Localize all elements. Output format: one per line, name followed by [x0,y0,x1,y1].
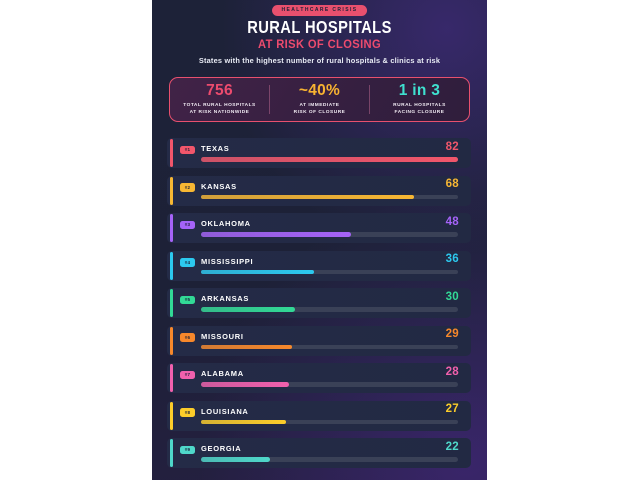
bar-track [201,232,458,237]
state-label: LOUISIANA [201,406,249,416]
stat-item: ~40% AT IMMEDIATE RISK OF CLOSURE [270,78,369,121]
stat-label-line1: RURAL HOSPITALS [393,102,446,108]
row-accent-bar [169,214,173,242]
bar-track [201,269,458,274]
rank-badge: #5 [180,295,195,304]
row-accent-bar [169,439,173,467]
stat-divider [369,85,370,114]
rank-badge: #4 [180,258,195,267]
state-value: 27 [445,403,459,415]
page-description: States with the highest number of rural … [198,56,441,65]
stat-item: 756 TOTAL RURAL HOSPITALS AT RISK NATION… [170,78,269,121]
row-accent-bar [169,401,173,430]
infographic-poster: HEALTHCARE CRISIS RURAL HOSPITALS AT RIS… [152,0,487,480]
state-label: ALABAMA [201,369,244,378]
stat-divider [269,85,270,114]
state-value: 22 [445,440,459,453]
page-title: RURAL HOSPITALS [247,17,392,37]
rank-badge: #9 [180,445,195,454]
row-accent-bar [169,326,173,355]
bar-fill [201,157,458,162]
state-bar-row: #9 GEORGIA 22 [167,438,471,468]
bar-fill [201,344,292,349]
state-bar-row: #4 MISSISSIPPI 36 [167,250,471,281]
bar-track [201,344,458,349]
state-value: 28 [445,365,459,378]
state-label: MISSOURI [201,331,244,341]
rank-badge: #2 [180,183,195,192]
rank-badge: #8 [180,408,195,417]
rank-badge: #6 [180,333,195,342]
state-value: 82 [445,140,459,153]
stat-value: ~40% [298,82,341,100]
state-bar-row: #1 TEXAS 82 [167,138,471,168]
state-bar-row: #8 LOUISIANA 27 [167,400,471,431]
state-value: 30 [445,290,459,303]
bar-track [201,419,458,424]
bar-fill [201,232,352,237]
rank-badge: #1 [180,145,195,154]
row-accent-bar [169,176,173,205]
stat-value: 756 [206,82,233,100]
bar-track [201,382,458,387]
row-accent-bar [169,364,173,392]
stat-label-line1: AT IMMEDIATE [299,102,340,108]
bar-fill [201,419,286,424]
state-label: OKLAHOMA [201,219,251,228]
state-label: MISSISSIPPI [201,256,254,266]
bar-fill [201,382,289,387]
bar-track [201,157,458,162]
bar-fill [201,457,270,462]
state-label: KANSAS [201,181,237,191]
state-value: 29 [445,328,459,340]
state-bar-row: #2 KANSAS 68 [167,175,471,206]
stat-label-line2: RISK OF CLOSURE [293,110,346,116]
stat-value: 1 in 3 [398,82,441,100]
row-accent-bar [169,289,173,317]
row-accent-bar [169,139,173,167]
page-subtitle: AT RISK OF CLOSING [257,37,382,51]
bar-track [201,307,458,312]
state-value: 68 [445,178,459,190]
bar-fill [201,307,296,312]
state-bar-row: #6 MISSOURI 29 [167,325,471,356]
state-label: GEORGIA [201,444,242,453]
stat-label-line2: FACING CLOSURE [394,110,445,116]
stat-item: 1 in 3 RURAL HOSPITALS FACING CLOSURE [370,78,469,121]
bar-track [201,457,458,462]
state-bar-row: #5 ARKANSAS 30 [167,288,471,318]
bar-fill [201,194,415,199]
state-value: 48 [445,215,459,228]
state-value: 36 [445,253,459,265]
bar-track [201,194,458,199]
state-bar-list: #1 TEXAS 82 #2 KANSAS 68 #3 OKLAHOMA 48 … [167,138,471,468]
state-label: ARKANSAS [201,294,250,303]
topic-badge: HEALTHCARE CRISIS [271,5,368,16]
state-label: TEXAS [201,144,230,153]
rank-badge: #3 [180,220,195,229]
state-bar-row: #3 OKLAHOMA 48 [167,213,471,243]
key-stats-panel: 756 TOTAL RURAL HOSPITALS AT RISK NATION… [169,77,470,122]
state-bar-row: #7 ALABAMA 28 [167,363,471,393]
bar-fill [201,269,314,274]
stat-label-line1: TOTAL RURAL HOSPITALS [183,102,256,108]
rank-badge: #7 [180,370,195,379]
row-accent-bar [169,251,173,280]
stat-label-line2: AT RISK NATIONWIDE [189,110,250,116]
